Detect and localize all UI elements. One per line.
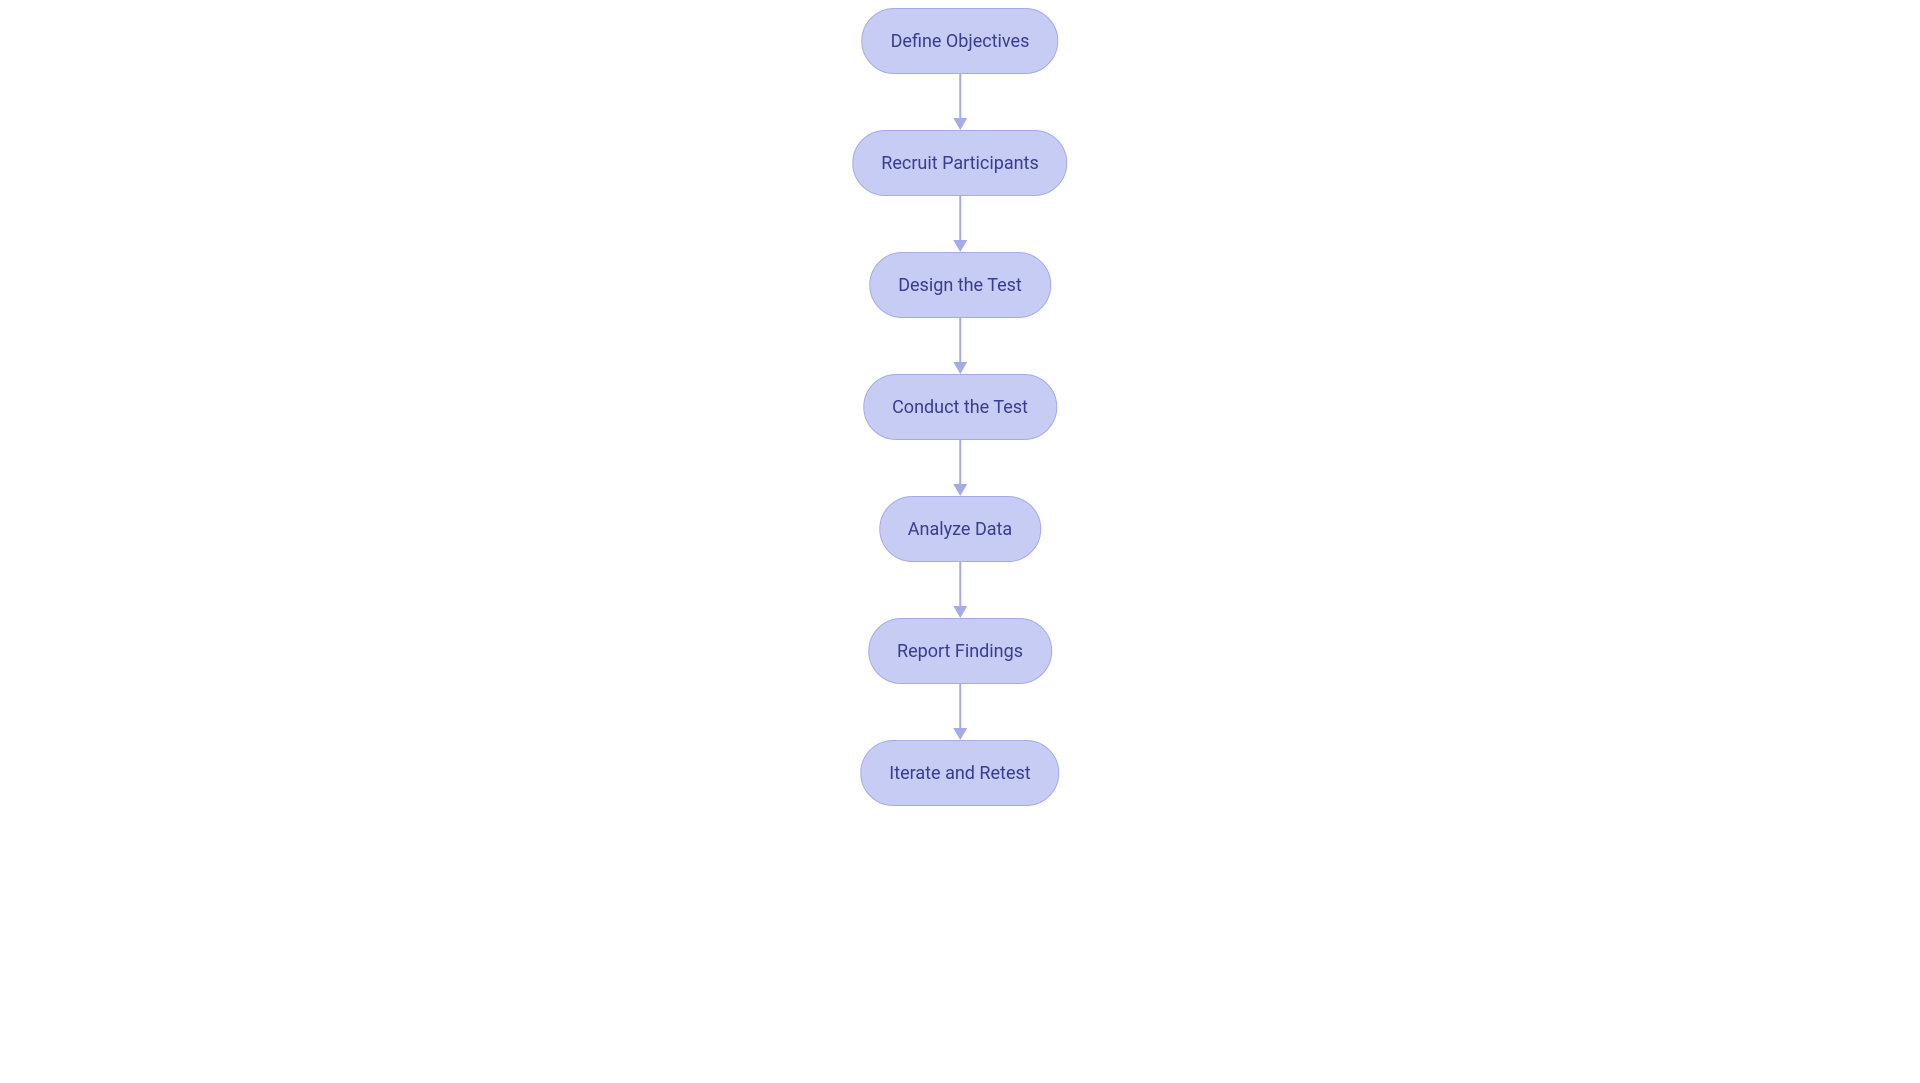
- arrow-head-icon: [953, 118, 967, 130]
- node-label: Define Objectives: [891, 31, 1030, 52]
- flowchart-container: Define Objectives Recruit Participants D…: [852, 8, 1067, 806]
- arrow-line: [959, 74, 961, 118]
- arrow-line: [959, 440, 961, 484]
- arrow-head-icon: [953, 484, 967, 496]
- arrow-head-icon: [953, 240, 967, 252]
- node-label: Recruit Participants: [881, 153, 1038, 174]
- arrow-line: [959, 318, 961, 362]
- flowchart-node: Define Objectives: [862, 8, 1059, 74]
- arrow-head-icon: [953, 362, 967, 374]
- node-label: Conduct the Test: [892, 397, 1028, 418]
- arrow-head-icon: [953, 728, 967, 740]
- flowchart-node: Report Findings: [868, 618, 1052, 684]
- flowchart-node: Analyze Data: [879, 496, 1041, 562]
- flowchart-node: Conduct the Test: [863, 374, 1057, 440]
- flowchart-node: Iterate and Retest: [860, 740, 1059, 806]
- arrow-head-icon: [953, 606, 967, 618]
- arrow-line: [959, 684, 961, 728]
- flowchart-node: Design the Test: [869, 252, 1051, 318]
- node-label: Analyze Data: [908, 519, 1012, 540]
- arrow-line: [959, 196, 961, 240]
- flowchart-node: Recruit Participants: [852, 130, 1067, 196]
- arrow-line: [959, 562, 961, 606]
- node-label: Report Findings: [897, 641, 1023, 662]
- node-label: Design the Test: [898, 275, 1022, 296]
- node-label: Iterate and Retest: [889, 763, 1030, 784]
